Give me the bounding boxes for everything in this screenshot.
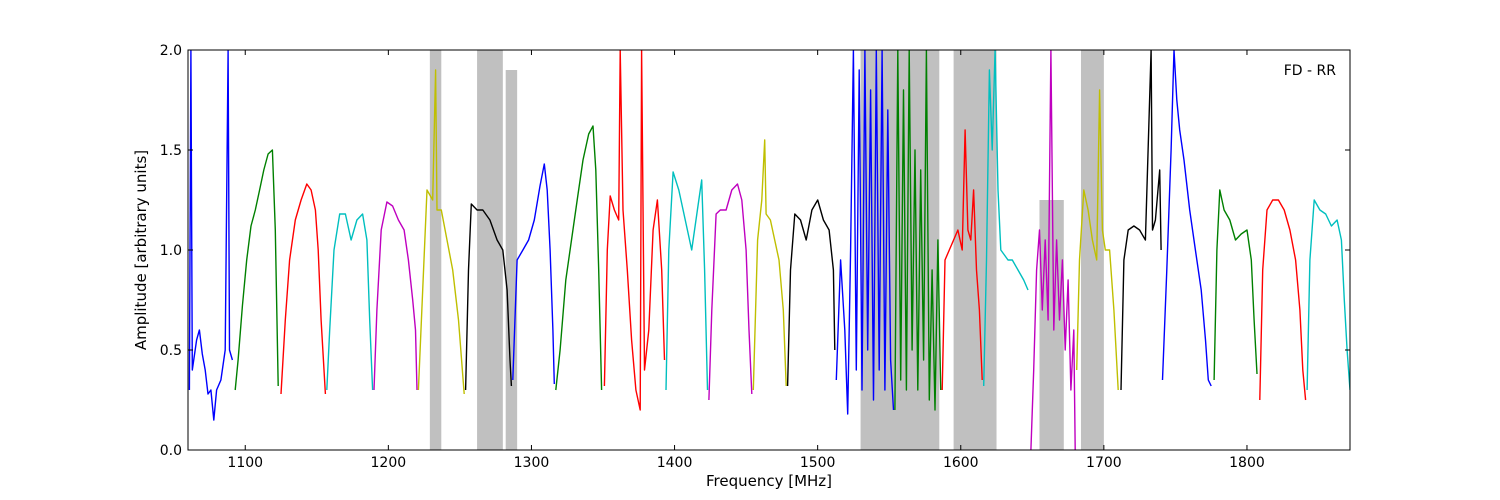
series-line-20 xyxy=(1120,50,1162,391)
series-line-22 xyxy=(1213,189,1258,381)
y-axis-label: Amplitude [arbitrary units] xyxy=(132,150,150,350)
x-tick-label: 1700 xyxy=(1086,455,1122,471)
x-tick-label: 1400 xyxy=(657,455,693,471)
plot-annotation: FD - RR xyxy=(1284,63,1337,79)
background-span-0 xyxy=(429,50,442,450)
background-span-1 xyxy=(477,50,503,450)
series-line-16 xyxy=(941,129,983,391)
series-line-7 xyxy=(512,163,555,385)
x-tick-label: 1300 xyxy=(514,455,550,471)
x-tick-label: 1800 xyxy=(1229,455,1265,471)
series-line-5 xyxy=(417,69,465,395)
y-tick-label: 2.0 xyxy=(160,43,182,59)
series-line-8 xyxy=(555,125,603,391)
y-tick-label: 1.5 xyxy=(160,143,182,159)
x-tick-label: 1600 xyxy=(943,455,979,471)
series-line-1 xyxy=(234,149,279,391)
y-tick-label: 1.0 xyxy=(160,243,182,259)
x-tick-label: 1100 xyxy=(227,455,263,471)
y-tick-label: 0.0 xyxy=(160,443,182,459)
x-tick-label: 1200 xyxy=(371,455,407,471)
series-line-14 xyxy=(835,50,895,415)
y-tick-label: 0.5 xyxy=(160,343,182,359)
series-line-19 xyxy=(1076,89,1119,391)
series-line-21 xyxy=(1161,50,1212,387)
series-line-23 xyxy=(1259,199,1307,401)
series-line-11 xyxy=(708,183,753,401)
series-line-18 xyxy=(1030,50,1076,450)
series-layer xyxy=(188,50,1350,450)
series-line-13 xyxy=(786,199,836,387)
series-line-9 xyxy=(603,50,666,411)
x-tick-label: 1500 xyxy=(800,455,836,471)
x-axis-label: Frequency [MHz] xyxy=(706,472,832,490)
axis-ticks: 1100 1200 1300 1400 1500 1600 1700 1800 0.0 0.5 1.… xyxy=(160,43,1350,471)
background-span-2 xyxy=(505,70,518,450)
series-line-24 xyxy=(1306,199,1350,391)
background-span-5 xyxy=(1039,200,1064,450)
series-line-17 xyxy=(983,50,1029,387)
series-line-2 xyxy=(280,183,327,395)
series-line-15 xyxy=(894,50,942,411)
series-line-12 xyxy=(752,139,787,391)
series-line-4 xyxy=(373,201,418,391)
series-line-3 xyxy=(326,213,374,391)
series-line-6 xyxy=(464,203,513,391)
series-line-0 xyxy=(188,50,234,421)
series-line-10 xyxy=(665,171,709,391)
background-span-4 xyxy=(953,50,997,450)
